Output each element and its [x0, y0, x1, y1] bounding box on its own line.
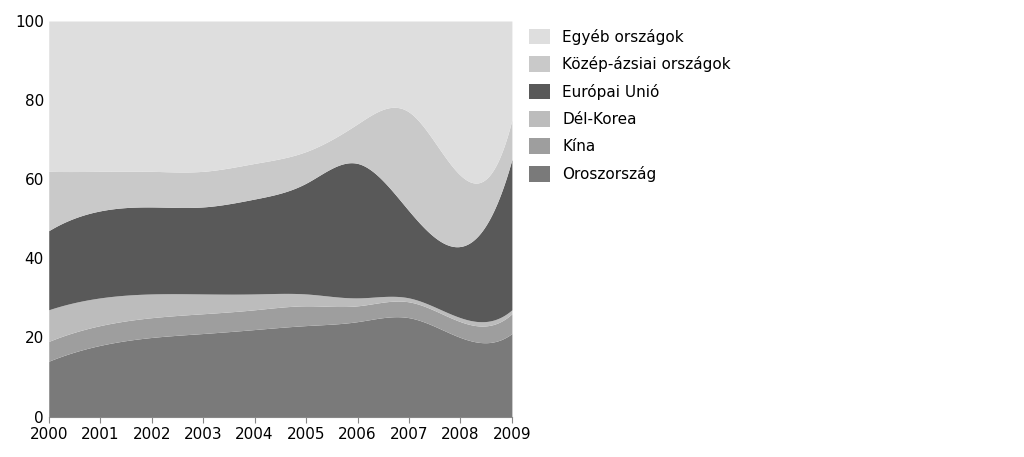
Legend: Egyéb országok, Közép-ázsiai országok, Európai Unió, Dél-Korea, Kína, Oroszorszá: Egyéb országok, Közép-ázsiai országok, E…	[528, 29, 731, 182]
